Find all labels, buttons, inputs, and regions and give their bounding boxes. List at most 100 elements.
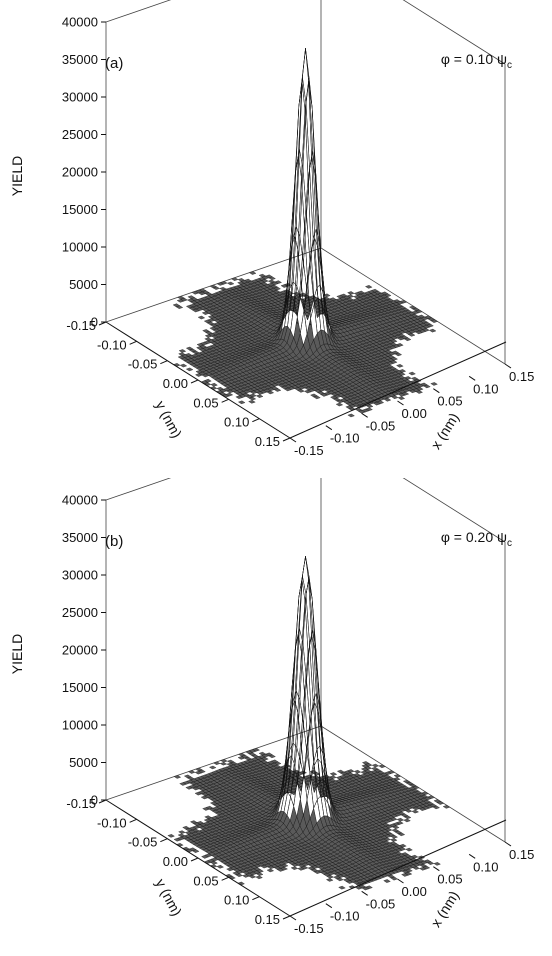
surface [172,48,438,418]
panel-label: (a) [105,55,123,72]
y-tick [98,799,107,804]
z-tick-label: 20000 [62,643,98,658]
surface-floor [167,748,451,891]
x-tick [397,878,404,884]
z-tick-label: 5000 [69,277,98,292]
surface-peak [277,556,334,824]
y-tick [252,896,260,901]
y-axis-title: y (nm) [152,876,185,919]
y-tick-label: 0.05 [193,873,218,888]
z-tick-label: 25000 [62,605,98,620]
phi-annotation: φ = 0.10 ψc [441,51,512,71]
y-axis-title: y (nm) [152,398,185,441]
y-tick-label: -0.15 [66,796,96,811]
y-tick-label: 0.00 [163,854,188,869]
z-tick-label: 0 [91,793,98,808]
z-tick-label: 0 [91,315,98,330]
y-tick-label: -0.10 [97,815,127,830]
y-tick [221,876,229,881]
y-tick [282,915,291,920]
x-tick [289,437,297,443]
y-tick-label: 0.15 [255,434,280,449]
phi-annotation-text: φ = 0.10 ψ [441,51,507,67]
y-tick-label: -0.15 [66,318,96,333]
z-axis-title: YIELD [9,156,25,196]
y-tick [160,838,168,843]
z-tick-label: 40000 [62,15,98,30]
x-tick-label: 0.15 [509,369,534,384]
x-tick [468,375,476,381]
z-tick-label: 25000 [62,127,98,142]
y-tick-label: 0.10 [224,893,249,908]
x-tick-label: 0.05 [437,872,462,887]
y-tick-label: 0.10 [224,415,249,430]
phi-annotation-text: φ = 0.20 ψ [441,529,507,545]
x-tick [289,915,297,921]
z-tick-label: 30000 [62,568,98,583]
panel-label: (b) [105,533,123,550]
z-tick-label: 30000 [62,90,98,105]
y-tick-label: -0.05 [128,835,158,850]
x-tick [397,400,404,406]
x-tick [433,866,440,872]
x-tick-label: -0.10 [330,909,360,924]
x-tick-label: -0.15 [294,443,324,458]
y-tick [98,321,107,326]
x-axis-line [289,819,507,917]
y-tick [190,379,199,384]
y-tick [221,398,229,403]
x-tick-label: 0.00 [402,884,427,899]
x-axis-line [289,341,507,439]
z-tick-label: 15000 [62,680,98,695]
y-tick [129,818,137,823]
y-tick [190,857,199,862]
x-tick [468,853,476,859]
x-tick-label: 0.15 [509,847,534,862]
z-tick-label: 40000 [62,493,98,508]
phi-annotation: φ = 0.20 ψc [441,529,512,549]
x-tick-label: -0.05 [366,418,396,433]
y-tick-label: -0.10 [97,337,127,352]
frame-line [402,478,506,543]
z-tick-label: 35000 [62,530,98,545]
x-tick-label: 0.00 [402,406,427,421]
z-tick-label: 5000 [69,755,98,770]
surface-peak [278,48,333,347]
y-tick [282,437,291,442]
x-tick-label: 0.10 [473,859,498,874]
y-tick [160,360,168,365]
y-tick-label: 0.15 [255,912,280,927]
x-tick [504,841,512,847]
surface [167,556,451,891]
y-tick-label: 0.00 [163,376,188,391]
x-tick [325,903,333,909]
surface-chart-a: 0 5000 10000 15000 20000 25000 30000 35000 40000… [9,0,534,458]
x-tick [361,412,368,418]
z-tick-label: 20000 [62,165,98,180]
frame-line [105,478,172,501]
y-tick [252,418,260,423]
z-tick-label: 10000 [62,718,98,733]
x-tick-label: -0.05 [366,896,396,911]
z-tick-label: 35000 [62,52,98,67]
x-tick-label: -0.10 [330,431,360,446]
y-tick [129,340,137,345]
x-axis-title: x (nm) [427,410,462,452]
phi-annotation-subscript: c [507,538,512,549]
surface-chart-b: 0 5000 10000 15000 20000 25000 30000 35000 40000… [9,478,534,936]
x-tick-label: 0.10 [473,381,498,396]
phi-annotation-subscript: c [507,60,512,71]
y-tick-label: 0.05 [193,395,218,410]
x-tick [504,363,512,369]
x-tick [433,388,440,394]
x-tick-label: -0.15 [294,921,324,936]
y-tick-label: -0.05 [128,357,158,372]
x-tick [325,425,333,431]
frame-line [402,0,506,65]
frame-line [105,0,172,23]
x-tick [361,890,368,896]
z-axis-title: YIELD [9,634,25,674]
x-tick-label: 0.05 [437,394,462,409]
z-tick-label: 15000 [62,202,98,217]
